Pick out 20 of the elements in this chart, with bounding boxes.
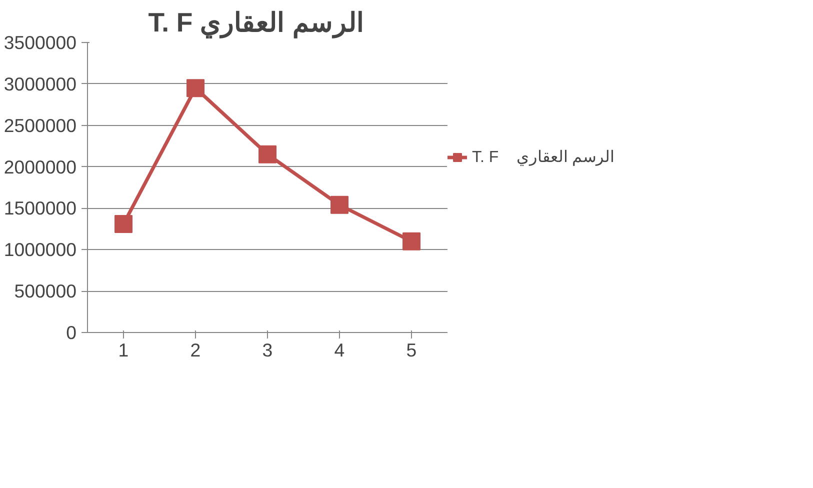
- y-tick-label: 2500000: [4, 114, 77, 136]
- point: [258, 145, 276, 164]
- y-tick-label: 1500000: [4, 198, 77, 219]
- x-tick-label: 3: [262, 340, 273, 360]
- y-tick-label: 500000: [14, 280, 77, 302]
- point: [330, 196, 348, 214]
- y-tick-label: 2000000: [4, 156, 77, 178]
- x-tick-label: 4: [334, 340, 345, 360]
- x-tick-label: 2: [190, 340, 201, 360]
- y-tick-label: 0: [66, 322, 77, 343]
- x-tick-label: 1: [118, 340, 129, 360]
- chart-title: T. F الرسم العقاري: [148, 8, 365, 40]
- point: [114, 214, 132, 233]
- x-tick-label: 5: [406, 340, 417, 360]
- legend-label: T. F الرسم العقاري: [472, 148, 614, 167]
- point: [402, 232, 420, 250]
- y-tick-label: 1000000: [4, 239, 77, 260]
- y-tick-label: 3500000: [4, 32, 77, 53]
- y-tick-label: 3000000: [4, 73, 77, 94]
- point: [186, 79, 204, 98]
